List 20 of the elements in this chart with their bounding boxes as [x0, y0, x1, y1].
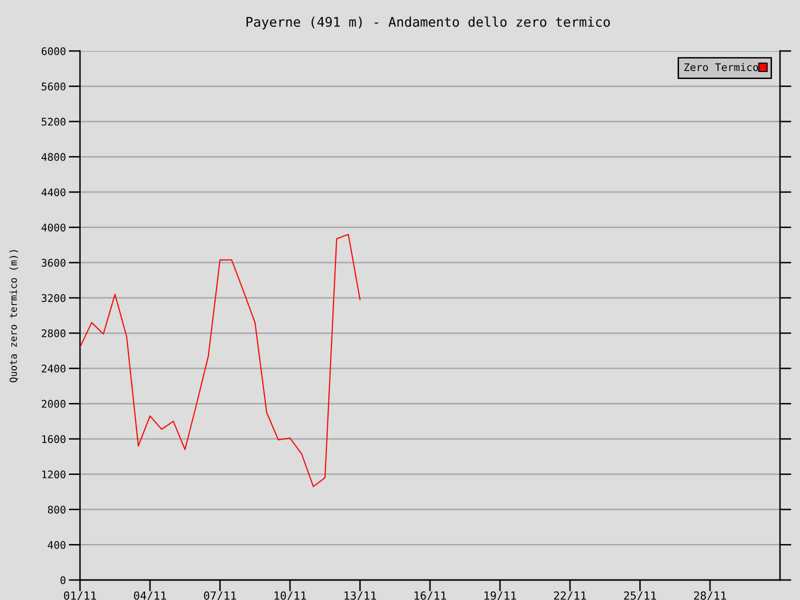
y-tick-label: 6000	[42, 47, 66, 56]
y-tick-label: 0	[60, 576, 66, 584]
chart-title: Payerne (491 m) - Andamento dello zero termico	[246, 16, 610, 30]
y-tick-label: 400	[48, 540, 66, 549]
legend-label: Zero Termico	[684, 63, 758, 72]
y-tick-label: 2000	[42, 400, 66, 408]
y-tick-label: 3200	[42, 294, 66, 302]
y-tick-label: 4400	[42, 188, 66, 196]
y-tick-label: 1200	[42, 470, 66, 478]
y-tick-label: 4000	[42, 224, 66, 232]
y-axis-title: Quota zero termico (m))	[9, 250, 18, 382]
y-tick-label: 4800	[42, 153, 66, 161]
y-tick-label: 3600	[42, 258, 66, 267]
y-tick-label: 1600	[42, 435, 66, 444]
y-tick-label: 5200	[42, 118, 66, 126]
y-tick-label: 2800	[42, 329, 66, 338]
line-series	[80, 234, 361, 488]
y-tick-label: 800	[48, 506, 66, 514]
y-tick-label: 2400	[42, 364, 66, 373]
y-tick-label: 5600	[42, 82, 66, 90]
